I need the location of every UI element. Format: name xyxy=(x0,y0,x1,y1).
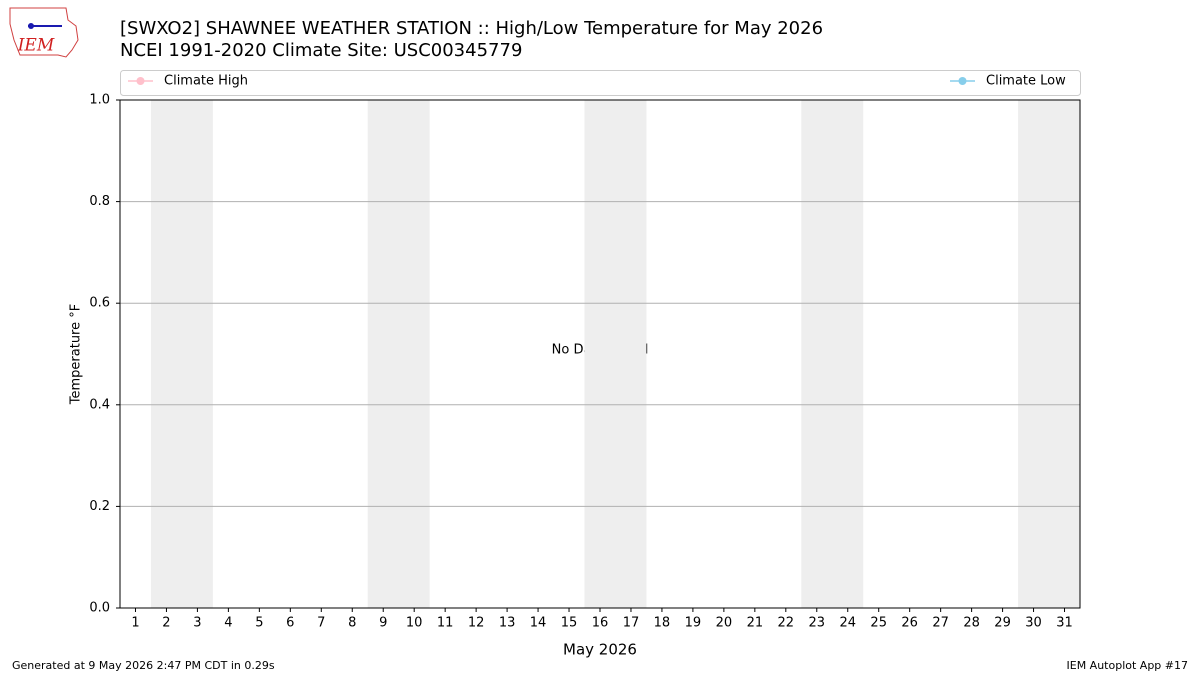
x-tick-label: 3 xyxy=(193,616,201,631)
x-tick-label: 24 xyxy=(839,616,856,631)
x-tick-label: 23 xyxy=(809,616,826,631)
logo-icon xyxy=(28,23,34,29)
x-tick-label: 21 xyxy=(747,616,764,631)
x-axis-label: May 2026 xyxy=(563,641,637,659)
legend xyxy=(120,70,1081,96)
x-tick-label: 28 xyxy=(963,616,980,631)
plot-frame xyxy=(119,99,1081,609)
x-tick-label: 12 xyxy=(468,616,485,631)
logo: IEM xyxy=(9,7,79,58)
shaded-span xyxy=(150,100,213,608)
y-axis-label: Temperature °F xyxy=(69,304,84,405)
logo-text: IEM xyxy=(17,36,55,56)
chart-title: [SWXO2] SHAWNEE WEATHER STATION :: High/… xyxy=(120,18,823,39)
x-tick-label: 13 xyxy=(499,616,516,631)
x-tick-label: 5 xyxy=(255,616,263,631)
x-tick-label: 31 xyxy=(1056,616,1073,631)
x-tick-label: 16 xyxy=(592,616,609,631)
x-tick-label: 30 xyxy=(1025,616,1042,631)
x-tick-label: 11 xyxy=(437,616,454,631)
x-tick-label: 20 xyxy=(716,616,733,631)
y-tick-label: 0.6 xyxy=(89,296,110,311)
x-tick-label: 6 xyxy=(286,616,294,631)
x-tick-label: 1 xyxy=(131,616,139,631)
legend-marker xyxy=(958,77,967,85)
y-tick-label: 0.4 xyxy=(89,397,110,412)
x-tick-label: 17 xyxy=(623,616,640,631)
legend-label: Climate Low xyxy=(986,74,1066,89)
shaded-span xyxy=(367,100,430,608)
legend-marker xyxy=(136,77,145,85)
x-tick-label: 10 xyxy=(406,616,423,631)
y-tick-label: 1.0 xyxy=(89,93,110,108)
x-tick-label: 2 xyxy=(162,616,170,631)
chart-subtitle: NCEI 1991-2020 Climate Site: USC00345779 xyxy=(120,40,522,61)
x-tick-label: 15 xyxy=(561,616,578,631)
x-tick-label: 25 xyxy=(870,616,887,631)
y-tick-label: 0.8 xyxy=(89,194,110,209)
x-tick-label: 29 xyxy=(994,616,1011,631)
x-tick-label: 22 xyxy=(778,616,795,631)
x-tick-label: 18 xyxy=(654,616,671,631)
footer-left: Generated at 9 May 2026 2:47 PM CDT in 0… xyxy=(12,659,275,672)
footer-right: IEM Autoplot App #17 xyxy=(1067,659,1189,672)
x-tick-label: 8 xyxy=(348,616,356,631)
x-tick-label: 19 xyxy=(685,616,702,631)
y-tick-label: 0.0 xyxy=(89,601,110,616)
y-tick-label: 0.2 xyxy=(89,499,110,514)
x-tick-label: 9 xyxy=(379,616,387,631)
shaded-span xyxy=(801,100,864,608)
x-tick-label: 14 xyxy=(530,616,547,631)
x-tick-label: 26 xyxy=(901,616,918,631)
x-tick-label: 7 xyxy=(317,616,325,631)
shaded-span xyxy=(584,100,647,608)
x-tick-label: 27 xyxy=(932,616,949,631)
legend-label: Climate High xyxy=(164,74,248,89)
x-tick-label: 4 xyxy=(224,616,232,631)
logo-outline xyxy=(9,7,79,58)
shaded-span xyxy=(1018,100,1080,608)
